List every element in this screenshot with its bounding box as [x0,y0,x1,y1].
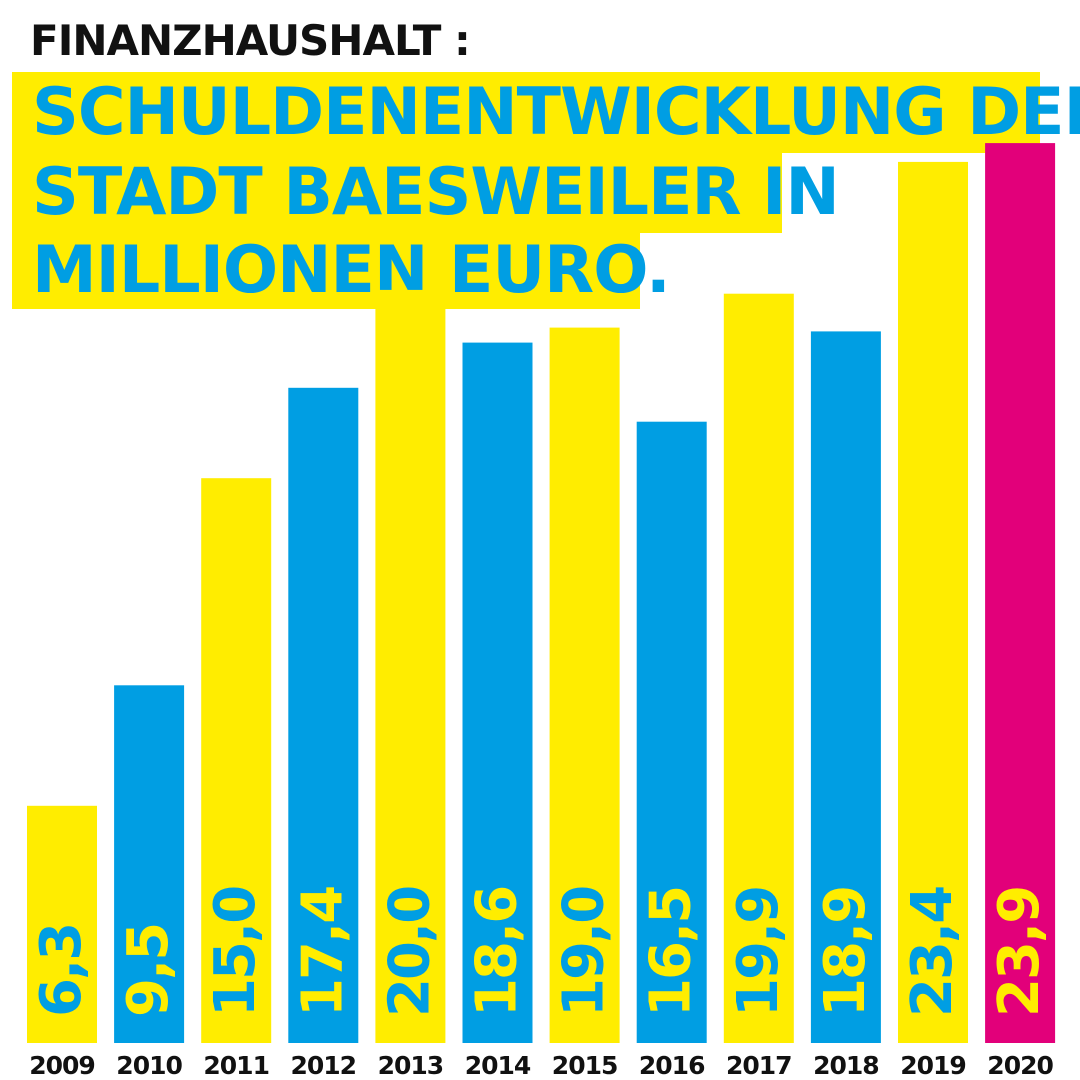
value-label-2020: 23,9 [987,887,1052,1017]
bar-2017 [723,293,794,1043]
value-label-2018: 18,9 [813,887,878,1017]
bar-2020 [985,143,1056,1044]
year-label-2011: 2011 [203,1051,269,1080]
bar-2009 [27,805,97,1043]
value-label-2013: 20,0 [377,887,442,1017]
year-label-2020: 2020 [987,1051,1053,1080]
title-line-3: MILLIONEN EURO. [12,230,671,309]
bar-2016 [636,421,707,1043]
chart-kicker: FINANZHAUSHALT : [30,16,471,65]
bar-2011 [201,478,272,1043]
bar-2010 [114,685,185,1043]
year-label-2016: 2016 [639,1051,705,1080]
bar-2013 [375,289,446,1043]
value-label-2016: 16,5 [639,887,704,1017]
title-line-1: SCHULDENENTWICKLUNG DER [12,72,1080,153]
value-label-2009: 6,3 [29,924,94,1017]
year-label-2014: 2014 [465,1051,531,1080]
value-label-2019: 23,4 [900,887,965,1017]
value-label-2011: 15,0 [203,887,268,1017]
bar-2018 [810,331,881,1043]
value-label-2010: 9,5 [116,924,181,1017]
year-label-2019: 2019 [900,1051,966,1080]
bar-2015 [549,327,620,1044]
value-label-2014: 18,6 [465,887,530,1017]
year-label-2012: 2012 [291,1051,357,1080]
value-label-2012: 17,4 [290,887,355,1017]
bar-2014 [462,342,533,1044]
title-line-2: STADT BAESWEILER IN [12,152,840,233]
year-label-2009: 2009 [29,1051,95,1080]
year-label-2015: 2015 [552,1051,618,1080]
year-label-2013: 2013 [378,1051,444,1080]
year-label-2018: 2018 [813,1051,879,1080]
value-label-2015: 19,0 [552,887,617,1017]
bar-2019 [898,161,968,1043]
year-label-2010: 2010 [116,1051,182,1080]
value-label-2017: 19,9 [726,887,791,1017]
bar-2012 [288,387,359,1043]
year-label-2017: 2017 [726,1051,792,1080]
